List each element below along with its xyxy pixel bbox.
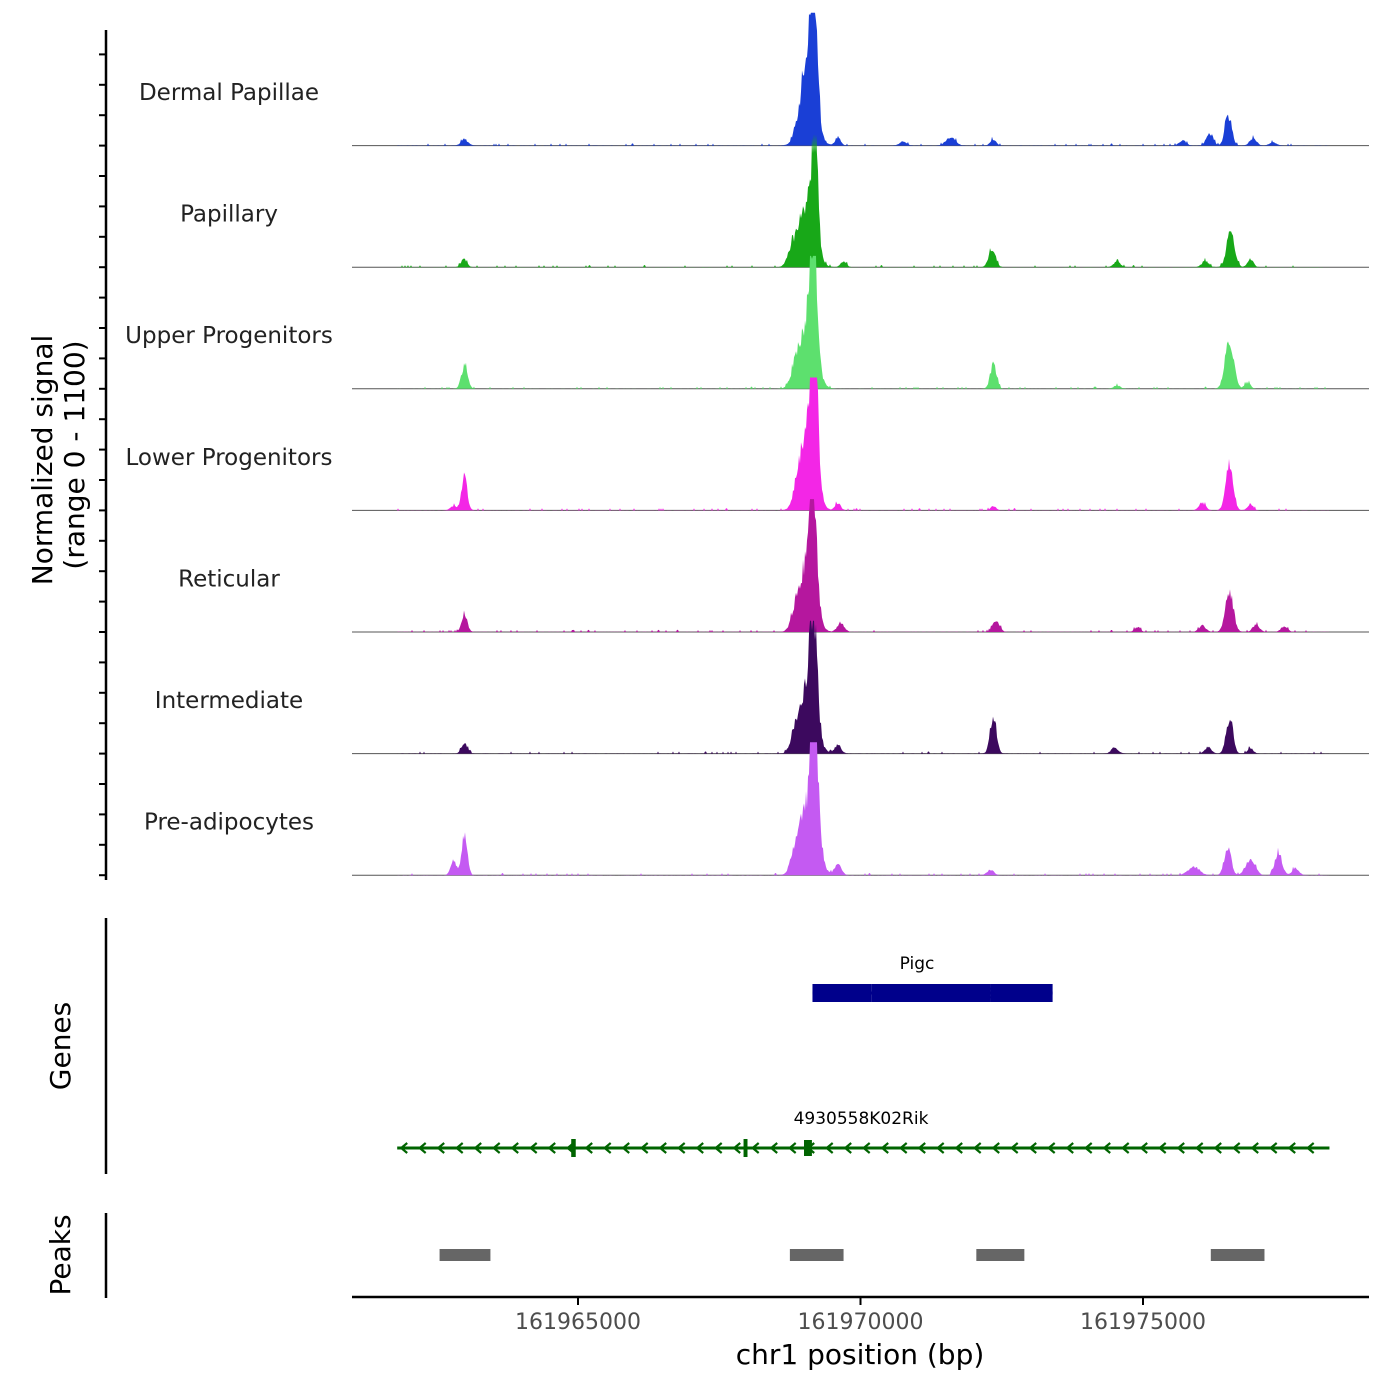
- strand-arrow: [1139, 1142, 1148, 1154]
- strand-arrow: [658, 1142, 667, 1154]
- exon: [743, 1139, 748, 1157]
- track-papillary: Papillary: [180, 134, 1369, 268]
- track-lower-progenitors: Lower Progenitors: [126, 377, 1369, 511]
- strand-arrow: [861, 1142, 871, 1154]
- strand-arrow: [991, 1142, 1000, 1154]
- gene-annotations: Pigc 4930558K02Rik: [397, 954, 1330, 1157]
- y-axis-label-line2: (range 0 - 1100): [58, 340, 91, 569]
- strand-arrow: [750, 1142, 760, 1154]
- strand-arrow: [491, 1142, 501, 1154]
- coverage-area: [397, 499, 1329, 632]
- peak-region: [789, 1249, 844, 1261]
- strand-arrow: [621, 1142, 630, 1154]
- strand-arrow: [935, 1142, 945, 1154]
- coverage-area: [397, 134, 1329, 268]
- strand-arrow: [399, 1142, 408, 1154]
- exon: [812, 984, 872, 1002]
- peak-region: [439, 1249, 491, 1261]
- strand-arrow: [1120, 1142, 1130, 1154]
- coverage-tracks: Dermal Papillae Papillary Upper Progenitor…: [125, 12, 1369, 876]
- strand-arrow: [1250, 1142, 1259, 1154]
- strand-arrow: [1176, 1142, 1185, 1154]
- track-label: Lower Progenitors: [126, 445, 333, 471]
- track-upper-progenitors: Upper Progenitors: [125, 255, 1369, 390]
- exon: [804, 1140, 812, 1156]
- strand-arrow: [1157, 1142, 1167, 1154]
- track-label: Upper Progenitors: [125, 323, 333, 349]
- coverage-area: [397, 377, 1329, 511]
- strand-arrow: [1083, 1142, 1093, 1154]
- strand-arrow: [972, 1142, 982, 1154]
- strand-arrow: [1287, 1142, 1296, 1154]
- strand-arrow: [954, 1142, 963, 1154]
- strand-arrow: [769, 1142, 778, 1154]
- track-intermediate: Intermediate: [155, 620, 1369, 755]
- strand-arrow: [695, 1142, 704, 1154]
- y-axis-label-line1: Normalized signal: [26, 335, 59, 586]
- strand-arrow: [602, 1142, 612, 1154]
- x-axis-label: chr1 position (bp): [736, 1338, 985, 1371]
- strand-arrow: [1305, 1142, 1315, 1154]
- strand-arrow: [787, 1142, 797, 1154]
- strand-arrow: [473, 1142, 482, 1154]
- strand-arrow: [880, 1142, 889, 1154]
- gene-name-label: Pigc: [900, 954, 935, 974]
- strand-arrow: [732, 1142, 741, 1154]
- strand-arrow: [1102, 1142, 1111, 1154]
- strand-arrow: [1046, 1142, 1056, 1154]
- coverage-area: [397, 12, 1329, 146]
- strand-arrow: [1065, 1142, 1074, 1154]
- peaks-track-label: Peaks: [44, 1214, 77, 1295]
- strand-arrow: [713, 1142, 723, 1154]
- x-tick-label: 161965000: [515, 1310, 641, 1335]
- gene-4930558k02rik: 4930558K02Rik: [397, 1109, 1330, 1157]
- coverage-area: [397, 255, 1329, 389]
- strand-arrow: [824, 1142, 834, 1154]
- strand-arrow: [1213, 1142, 1222, 1154]
- strand-arrow: [843, 1142, 852, 1154]
- track-label: Intermediate: [155, 688, 303, 714]
- strand-arrow: [417, 1142, 427, 1154]
- track-dermal-papillae: Dermal Papillae: [139, 12, 1369, 147]
- coverage-area: [397, 742, 1329, 876]
- peak-region: [976, 1249, 1025, 1261]
- x-tick-label: 161970000: [798, 1310, 924, 1335]
- strand-arrow: [584, 1142, 593, 1154]
- peak-regions: [439, 1249, 1265, 1261]
- strand-arrow: [676, 1142, 686, 1154]
- track-label: Papillary: [180, 202, 278, 228]
- strand-arrow: [510, 1142, 519, 1154]
- strand-arrow: [639, 1142, 649, 1154]
- gene-pigc: Pigc: [812, 954, 1053, 1002]
- peak-region: [1210, 1249, 1265, 1261]
- strand-arrow: [898, 1142, 908, 1154]
- coverage-area: [397, 620, 1329, 754]
- strand-arrow: [1268, 1142, 1278, 1154]
- exon: [571, 1139, 576, 1157]
- exon: [990, 984, 1053, 1002]
- strand-arrow: [547, 1142, 556, 1154]
- strand-arrow: [436, 1142, 445, 1154]
- exon: [871, 984, 991, 1002]
- strand-arrow: [454, 1142, 464, 1154]
- strand-arrow: [1231, 1142, 1241, 1154]
- strand-arrow: [1028, 1142, 1037, 1154]
- gene-name-label: 4930558K02Rik: [794, 1109, 929, 1129]
- track-pre-adipocytes: Pre-adipocytes: [144, 742, 1369, 876]
- signal-y-axis: [99, 30, 108, 880]
- track-label: Pre-adipocytes: [144, 810, 314, 836]
- strand-arrow: [917, 1142, 926, 1154]
- track-reticular: Reticular: [178, 499, 1369, 633]
- track-label: Dermal Papillae: [139, 80, 319, 106]
- genes-track-label: Genes: [44, 1002, 77, 1090]
- strand-arrow: [528, 1142, 538, 1154]
- strand-arrow: [1194, 1142, 1204, 1154]
- x-axis-ticks: 161965000 161970000 161975000: [515, 1297, 1206, 1335]
- x-tick-label: 161975000: [1080, 1310, 1206, 1335]
- strand-arrow: [1009, 1142, 1019, 1154]
- track-label: Reticular: [178, 566, 280, 592]
